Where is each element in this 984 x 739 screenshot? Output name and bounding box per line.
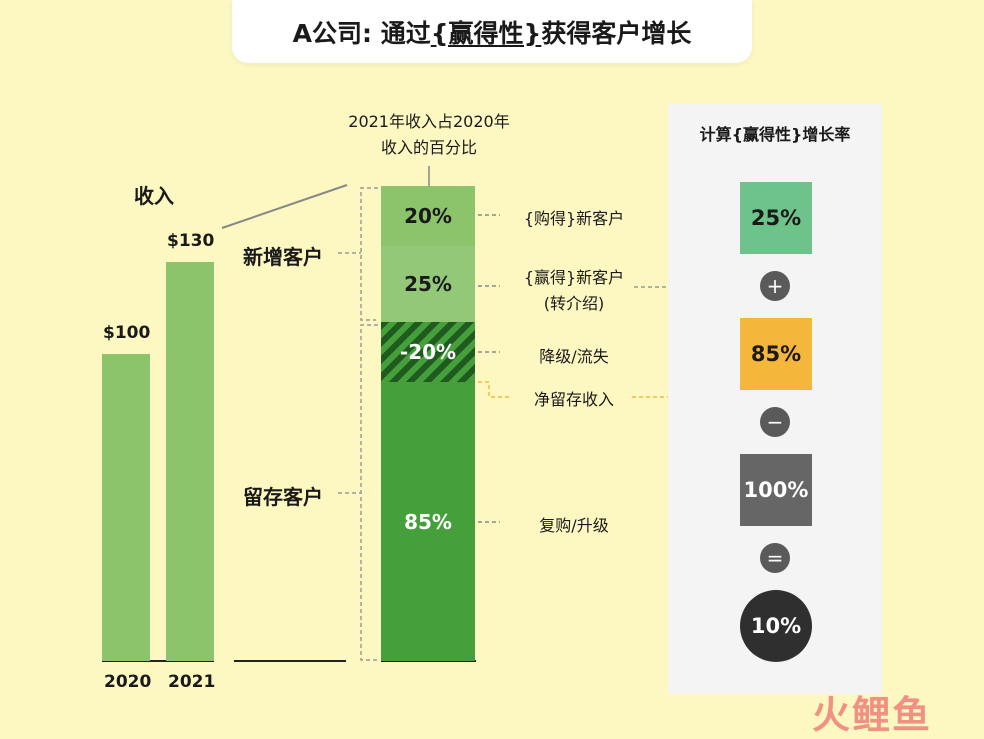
breakdown-header-line1: 2021年收入占2020年	[348, 112, 510, 131]
segment-earned-value: 25%	[404, 272, 452, 296]
segment-expansion: 85%	[381, 382, 475, 661]
calc-result-value: 10%	[750, 614, 802, 638]
note-expansion: 复购/升级	[539, 516, 609, 535]
revenue-label: 收入	[134, 184, 174, 208]
calc-step-retention: 85%	[740, 318, 812, 390]
calc-step-retention-value: 85%	[750, 342, 802, 366]
group-retained-customers: 留存客户	[243, 485, 323, 509]
calc-step-baseline: 100%	[740, 454, 812, 526]
bar-2020-value: $100	[103, 323, 151, 343]
segment-acquired-value: 20%	[404, 204, 452, 228]
group-new-customers: 新增客户	[243, 245, 323, 269]
segment-churn-value: -20%	[399, 340, 457, 364]
calc-step-earned: 25%	[740, 182, 812, 254]
bar-2021-value: $130	[167, 231, 215, 251]
title-suffix: 获得客户增长	[541, 18, 692, 48]
segment-earned: 25%	[381, 246, 475, 322]
title-prefix: A公司: 通过	[292, 18, 431, 48]
bar-2021-year: 2021	[168, 672, 216, 692]
calc-step-baseline-value: 100%	[743, 478, 809, 502]
minus-icon: −	[760, 407, 790, 437]
note-churn: 降级/流失	[539, 347, 609, 366]
segment-acquired: 20%	[381, 186, 475, 246]
segment-expansion-value: 85%	[404, 509, 452, 534]
bar-2020	[102, 354, 150, 661]
note-net-retention: 净留存收入	[533, 390, 614, 409]
bar-2021	[166, 262, 214, 661]
title-highlight: {赢得性}	[430, 18, 542, 48]
note-acquired: {购得}新客户	[523, 209, 625, 228]
title-card: A公司: 通过 {赢得性} 获得客户增长	[232, 0, 752, 63]
note-earned-line2: (转介绍)	[543, 294, 605, 313]
plus-icon: +	[760, 271, 790, 301]
segment-churn: -20%	[381, 322, 475, 382]
breakdown-header-line2: 收入的百分比	[380, 138, 477, 157]
note-earned-line1: {赢得}新客户	[523, 268, 625, 287]
calc-title: 计算{赢得性}增长率	[699, 125, 851, 144]
calc-step-earned-value: 25%	[750, 206, 802, 230]
bar-2020-year: 2020	[104, 672, 152, 692]
equals-icon: =	[760, 543, 790, 573]
watermark-logo: 火鲤鱼	[812, 693, 933, 737]
calc-result: 10%	[740, 590, 812, 662]
